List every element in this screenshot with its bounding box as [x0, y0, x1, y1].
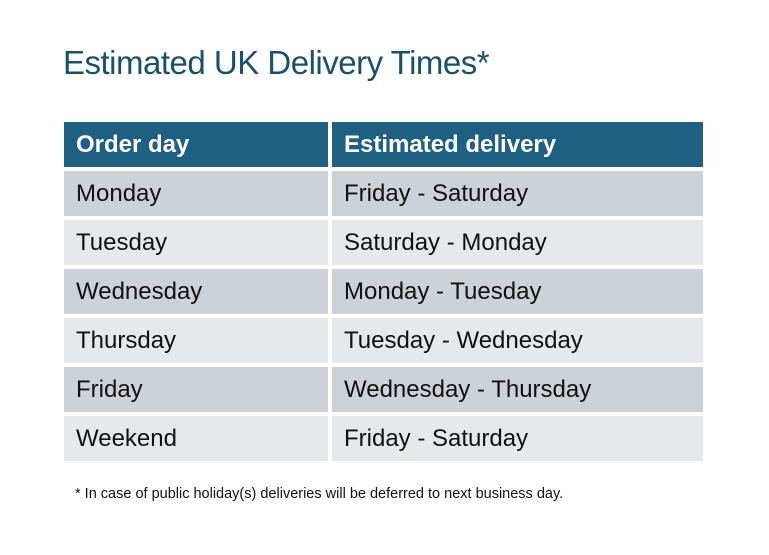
table-row: Tuesday Saturday - Monday [64, 220, 703, 265]
table-row: Weekend Friday - Saturday [64, 416, 703, 461]
table-row: Thursday Tuesday - Wednesday [64, 318, 703, 363]
delivery-table: Order day Estimated delivery Monday Frida… [60, 118, 707, 465]
footnote: * In case of public holiday(s) deliverie… [75, 486, 564, 502]
order-day-cell: Thursday [64, 318, 328, 363]
order-day-cell: Tuesday [64, 220, 328, 265]
order-day-cell: Wednesday [64, 269, 328, 314]
header-estimated-delivery: Estimated delivery [332, 122, 703, 167]
order-day-cell: Monday [64, 171, 328, 216]
estimated-delivery-cell: Friday - Saturday [332, 171, 703, 216]
order-day-cell: Friday [64, 367, 328, 412]
estimated-delivery-cell: Monday - Tuesday [332, 269, 703, 314]
estimated-delivery-cell: Friday - Saturday [332, 416, 703, 461]
table-row: Friday Wednesday - Thursday [64, 367, 703, 412]
estimated-delivery-cell: Saturday - Monday [332, 220, 703, 265]
estimated-delivery-cell: Wednesday - Thursday [332, 367, 703, 412]
table-header: Order day Estimated delivery [64, 122, 703, 167]
order-day-cell: Weekend [64, 416, 328, 461]
header-order-day: Order day [64, 122, 328, 167]
table-row: Monday Friday - Saturday [64, 171, 703, 216]
estimated-delivery-cell: Tuesday - Wednesday [332, 318, 703, 363]
table-row: Wednesday Monday - Tuesday [64, 269, 703, 314]
page-title: Estimated UK Delivery Times* [63, 44, 490, 81]
